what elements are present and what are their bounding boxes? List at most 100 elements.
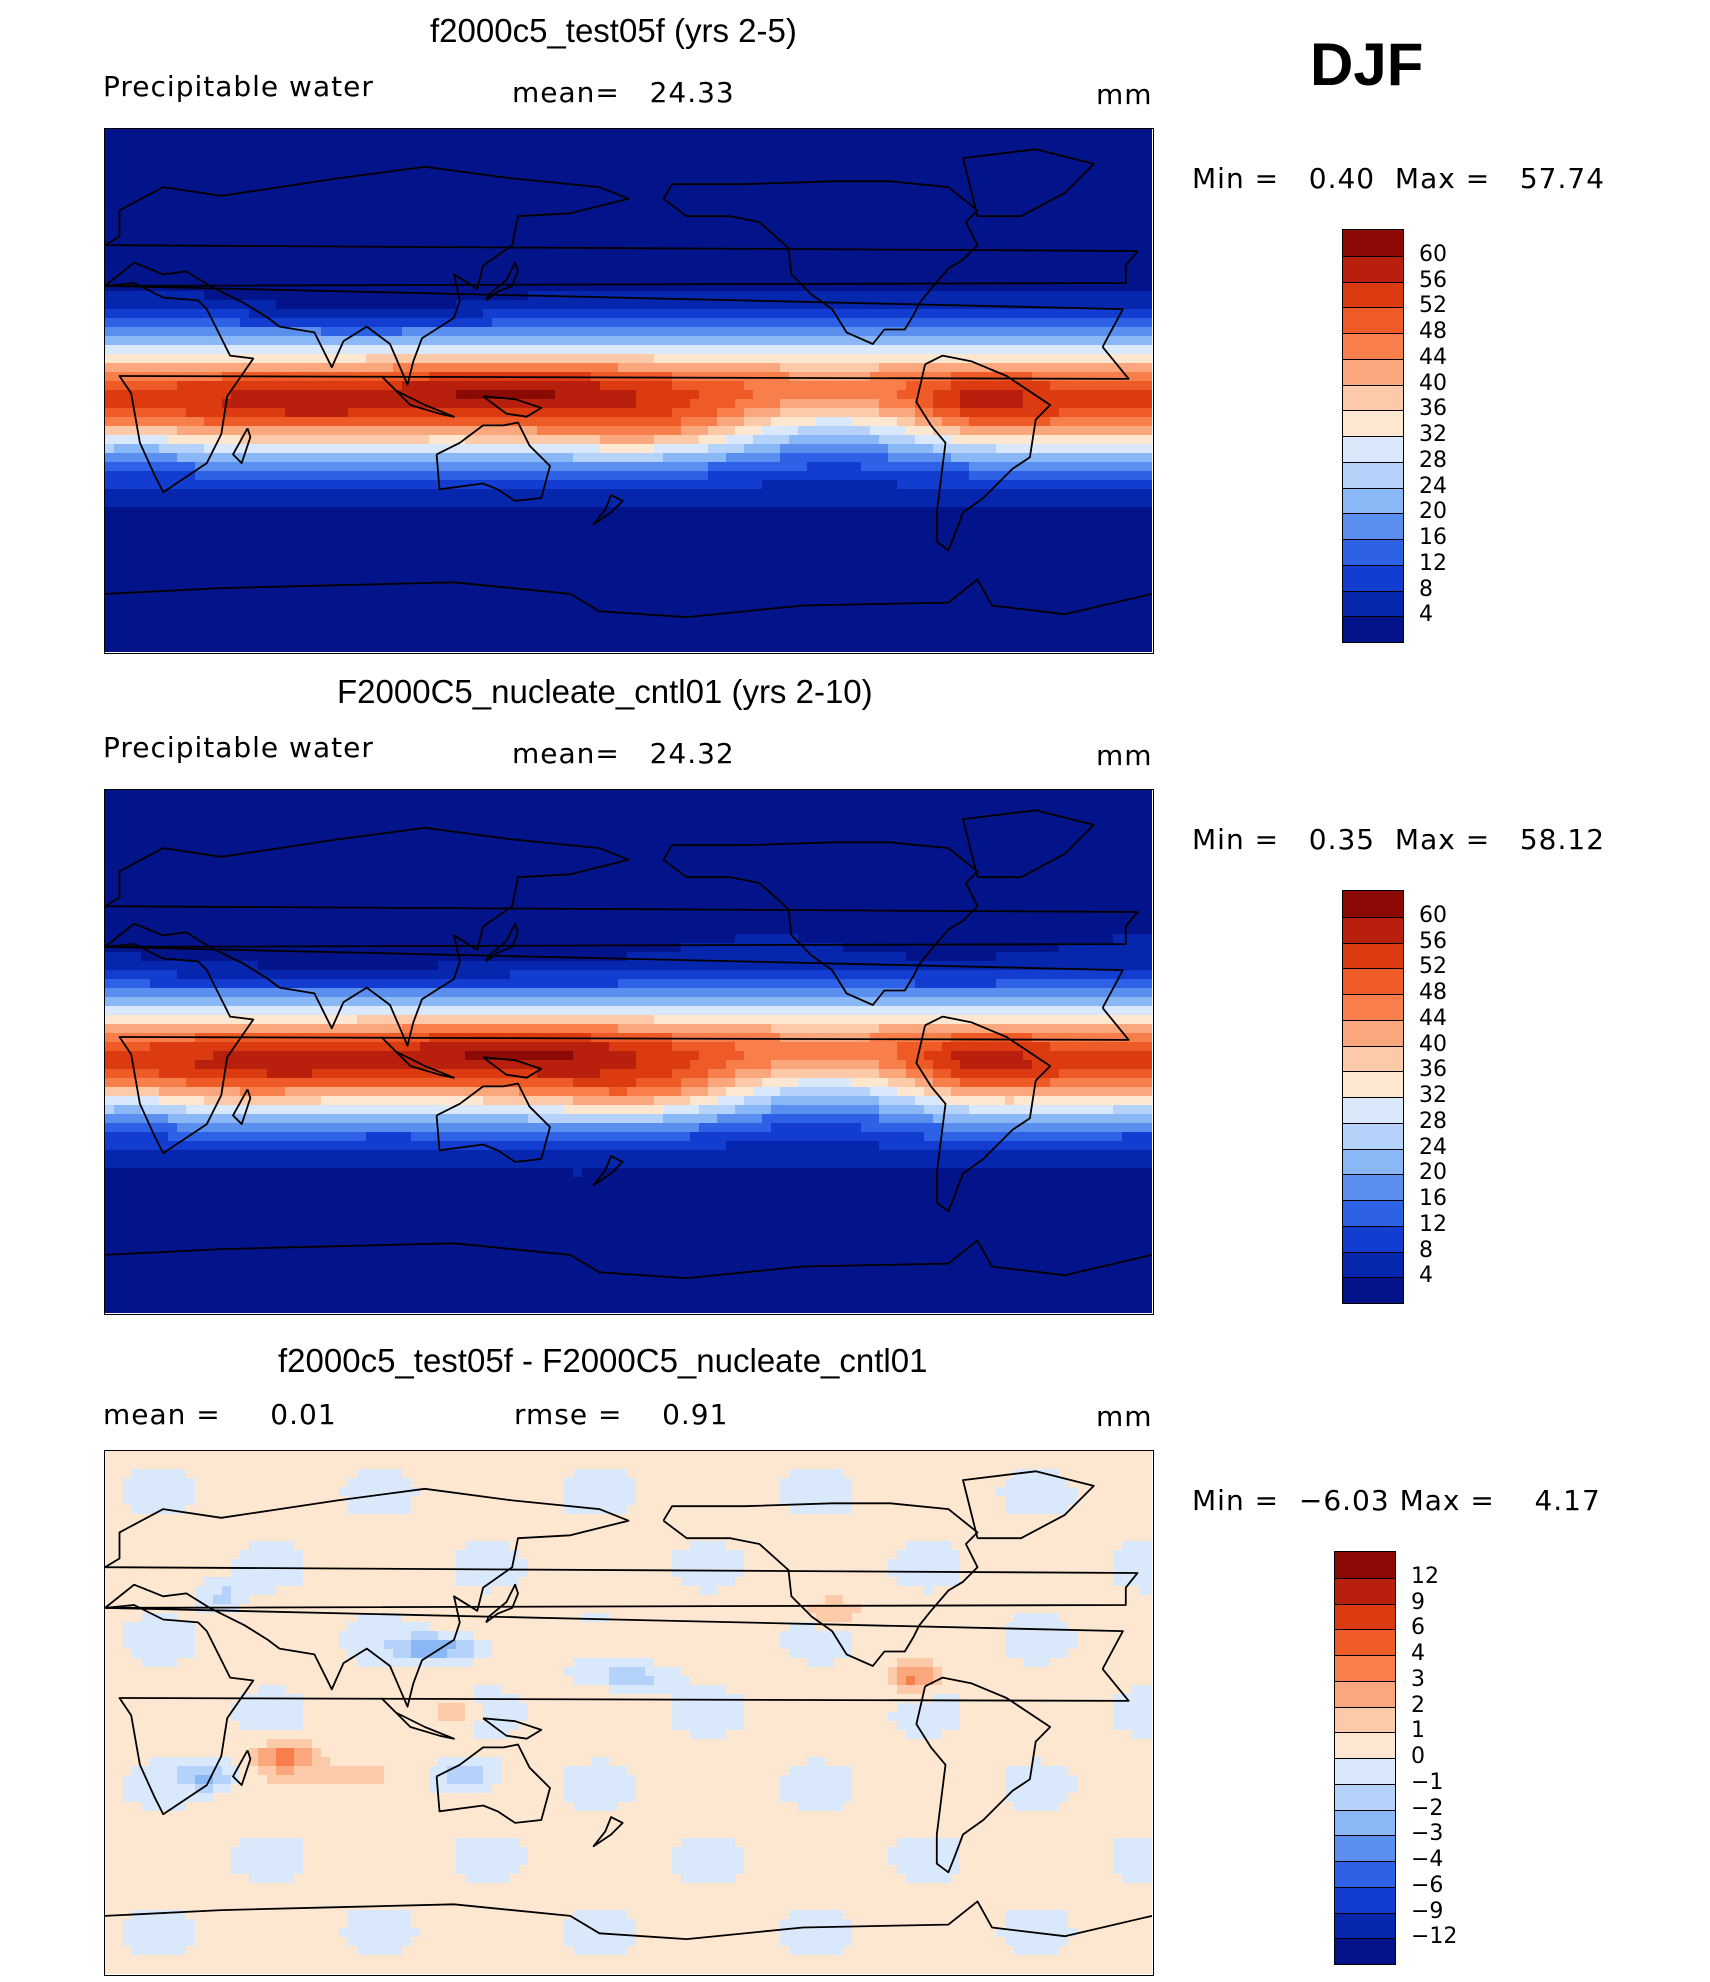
field-cell <box>348 318 358 328</box>
field-cell <box>1032 417 1042 427</box>
field-cell <box>492 498 502 508</box>
field-cell <box>1086 237 1096 247</box>
field-cell <box>303 462 313 472</box>
field-cell <box>276 219 286 229</box>
field-cell <box>843 237 853 247</box>
field-cell <box>447 426 457 436</box>
field-cell <box>888 246 898 256</box>
field-cell <box>771 318 781 328</box>
field-cell <box>105 219 115 229</box>
field-cell <box>303 408 313 418</box>
field-cell <box>213 300 223 310</box>
field-cell <box>1041 183 1051 193</box>
field-cell <box>438 282 448 292</box>
field-cell <box>294 345 304 355</box>
field-cell <box>708 390 718 400</box>
field-cell <box>105 210 115 220</box>
field-cell <box>708 282 718 292</box>
field-cell <box>816 363 826 373</box>
field-cell <box>771 255 781 265</box>
field-cell <box>807 192 817 202</box>
field-cell <box>1059 129 1069 139</box>
field-cell <box>1086 264 1096 274</box>
field-cell <box>771 192 781 202</box>
field-cell <box>600 165 610 175</box>
field-cell <box>690 129 700 139</box>
field-cell <box>411 327 421 337</box>
field-cell <box>114 165 124 175</box>
field-cell <box>609 156 619 166</box>
field-cell <box>663 507 673 517</box>
field-cell <box>357 507 367 517</box>
field-cell <box>339 408 349 418</box>
field-cell <box>213 174 223 184</box>
field-cell <box>807 174 817 184</box>
field-cell <box>348 165 358 175</box>
field-cell <box>375 255 385 265</box>
field-cell <box>474 345 484 355</box>
field-cell <box>735 408 745 418</box>
field-cell <box>402 201 412 211</box>
field-cell <box>177 381 187 391</box>
field-cell <box>258 282 268 292</box>
field-cell <box>717 327 727 337</box>
field-cell <box>681 192 691 202</box>
field-cell <box>186 282 196 292</box>
field-cell <box>600 363 610 373</box>
field-cell <box>771 156 781 166</box>
field-cell <box>906 129 916 139</box>
field-cell <box>303 174 313 184</box>
field-cell <box>1122 273 1132 283</box>
field-cell <box>186 264 196 274</box>
field-cell <box>537 336 547 346</box>
field-cell <box>348 426 358 436</box>
field-cell <box>627 498 637 508</box>
field-cell <box>384 408 394 418</box>
field-cell <box>645 318 655 328</box>
field-cell <box>105 138 115 148</box>
field-cell <box>933 462 943 472</box>
field-cell <box>1122 471 1132 481</box>
field-cell <box>654 444 664 454</box>
field-cell <box>438 489 448 499</box>
field-cell <box>510 489 520 499</box>
field-cell <box>456 183 466 193</box>
field-cell <box>735 291 745 301</box>
field-cell <box>177 174 187 184</box>
field-cell <box>834 300 844 310</box>
field-cell <box>780 471 790 481</box>
field-cell <box>177 336 187 346</box>
field-cell <box>906 165 916 175</box>
field-cell <box>429 183 439 193</box>
field-cell <box>114 246 124 256</box>
field-cell <box>744 228 754 238</box>
field-cell <box>510 264 520 274</box>
field-cell <box>537 237 547 247</box>
field-cell <box>510 165 520 175</box>
field-cell <box>762 363 772 373</box>
field-cell <box>888 273 898 283</box>
field-cell <box>1095 156 1105 166</box>
field-cell <box>915 417 925 427</box>
field-cell <box>987 255 997 265</box>
field-cell <box>699 309 709 319</box>
field-cell <box>1149 201 1152 211</box>
field-cell <box>510 444 520 454</box>
field-cell <box>771 417 781 427</box>
field-cell <box>1122 399 1132 409</box>
field-cell <box>807 201 817 211</box>
field-cell <box>564 408 574 418</box>
field-cell <box>1131 300 1141 310</box>
field-cell <box>456 345 466 355</box>
field-cell <box>465 336 475 346</box>
field-cell <box>168 156 178 166</box>
field-cell <box>303 165 313 175</box>
field-cell <box>798 210 808 220</box>
field-cell <box>114 237 124 247</box>
field-cell <box>1149 327 1152 337</box>
field-cell <box>240 237 250 247</box>
field-cell <box>348 291 358 301</box>
field-cell <box>366 327 376 337</box>
field-cell <box>411 363 421 373</box>
field-cell <box>330 201 340 211</box>
